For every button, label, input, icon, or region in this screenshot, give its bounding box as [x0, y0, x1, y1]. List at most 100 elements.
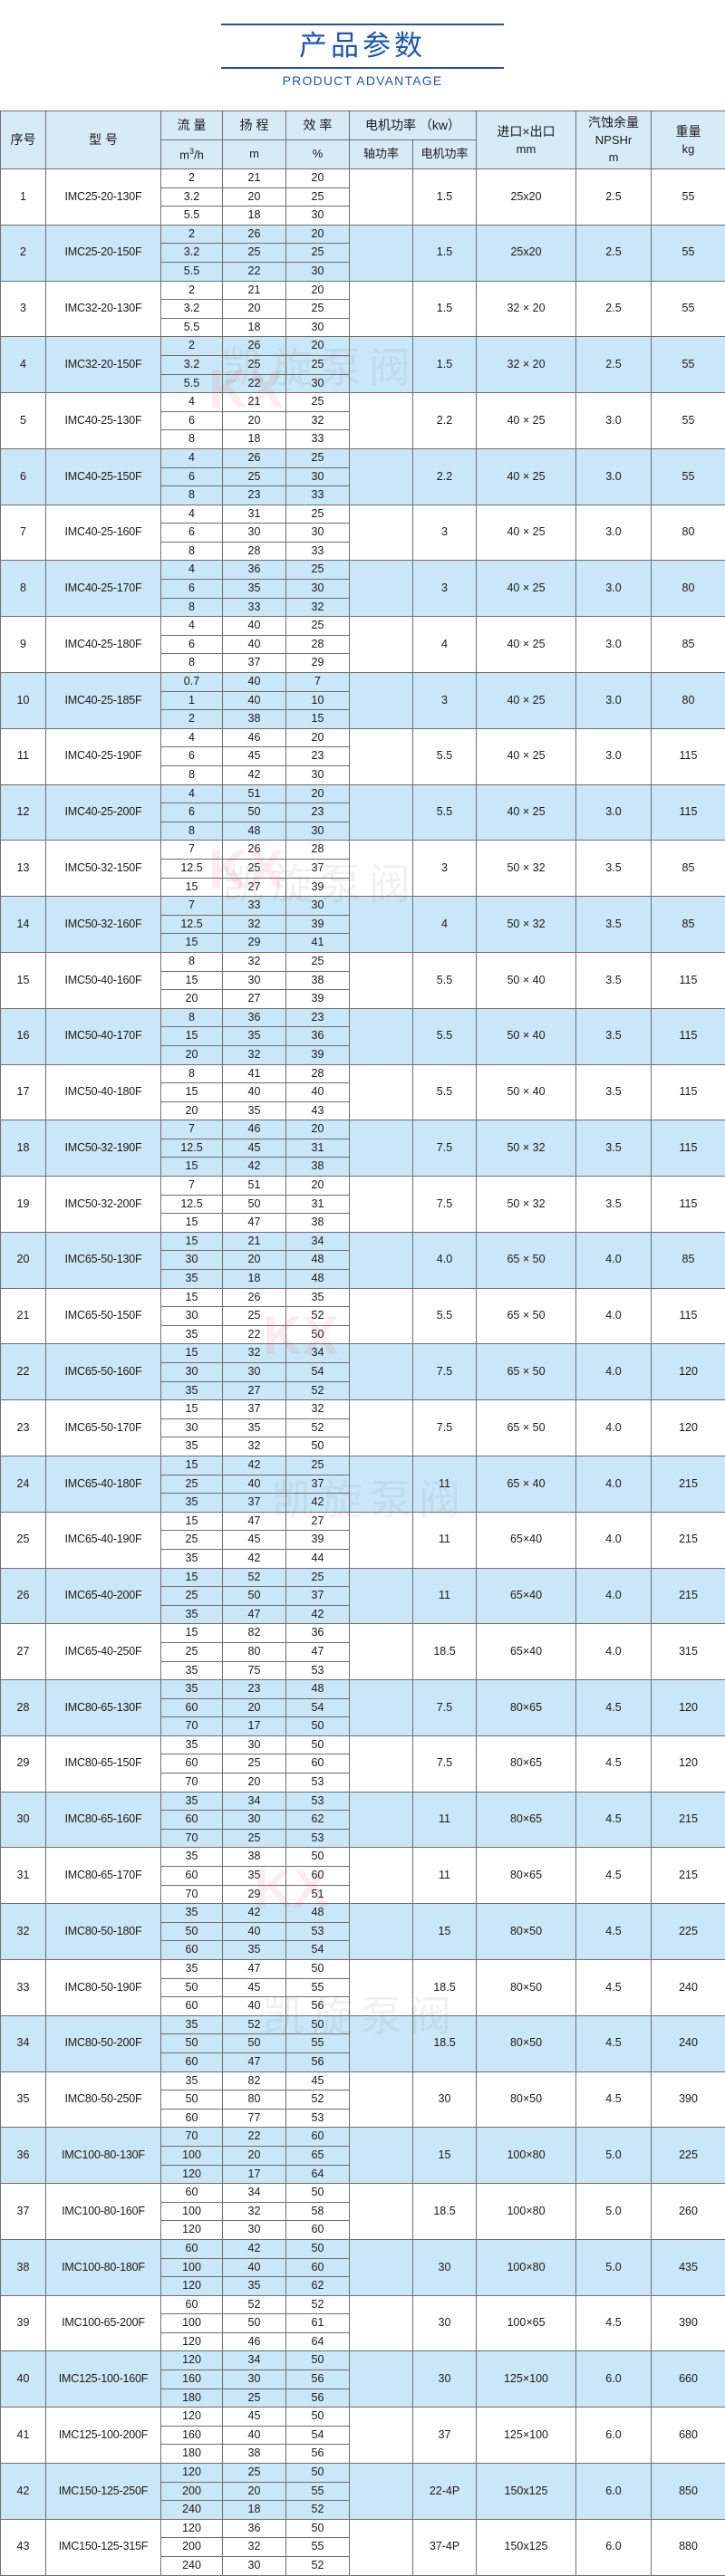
cell-eff: 50 [286, 2239, 350, 2258]
cell-eff: 30 [286, 822, 350, 841]
cell-flow: 25 [161, 1642, 223, 1661]
cell-head: 45 [223, 1978, 286, 1997]
cell-eff: 25 [286, 300, 350, 319]
cell-no: 24 [1, 1456, 46, 1512]
cell-port: 40 × 25 [477, 728, 576, 784]
cell-flow: 70 [161, 1829, 223, 1848]
cell-flow: 2 [161, 337, 223, 356]
cell-npsh: 4.0 [576, 1344, 652, 1400]
cell-head: 51 [223, 784, 286, 803]
cell-motor-power: 5.5 [413, 784, 477, 841]
cell-model: IMC40-25-180F [46, 617, 161, 673]
cell-head: 26 [223, 841, 286, 860]
cell-no: 20 [1, 1232, 46, 1288]
cell-npsh: 3.5 [576, 952, 652, 1008]
cell-port: 80×65 [477, 1848, 576, 1904]
cell-flow: 3.2 [161, 244, 223, 263]
cell-flow: 160 [161, 2370, 223, 2389]
cell-shaft-power [350, 1064, 413, 1120]
cell-no: 12 [1, 784, 46, 841]
cell-head: 23 [223, 1680, 286, 1699]
cell-port: 50 × 40 [477, 1064, 576, 1120]
cell-no: 30 [1, 1792, 46, 1848]
cell-head: 25 [223, 467, 286, 486]
cell-eff: 50 [286, 2519, 350, 2538]
cell-head: 32 [223, 2202, 286, 2221]
cell-model: IMC150-125-315F [46, 2519, 161, 2575]
cell-flow: 35 [161, 1735, 223, 1754]
cell-shaft-power [350, 2295, 413, 2351]
cell-weight: 80 [652, 505, 725, 561]
cell-eff: 54 [286, 2426, 350, 2445]
cell-model: IMC50-40-180F [46, 1064, 161, 1120]
cell-motor-power: 3 [413, 561, 477, 617]
cell-eff: 32 [286, 598, 350, 617]
cell-head: 32 [223, 1045, 286, 1064]
cell-flow: 120 [161, 2165, 223, 2184]
cell-eff: 30 [286, 897, 350, 916]
cell-flow: 7 [161, 1177, 223, 1196]
cell-motor-power: 4 [413, 617, 477, 673]
cell-port: 50 × 40 [477, 1008, 576, 1064]
cell-head: 18 [223, 318, 286, 337]
cell-motor-power: 30 [413, 2351, 477, 2408]
cell-no: 19 [1, 1177, 46, 1233]
col-header-weight-label: 重量 [676, 124, 701, 139]
cell-head: 52 [223, 1568, 286, 1587]
cell-motor-power: 2.2 [413, 393, 477, 449]
cell-flow: 60 [161, 1698, 223, 1717]
cell-head: 20 [223, 411, 286, 430]
cell-eff: 48 [286, 1680, 350, 1699]
cell-head: 37 [223, 654, 286, 673]
cell-port: 65 × 50 [477, 1400, 576, 1456]
cell-weight: 390 [652, 2295, 725, 2351]
cell-shaft-power [350, 2239, 413, 2295]
cell-eff: 52 [286, 1307, 350, 1326]
cell-flow: 60 [161, 1867, 223, 1886]
cell-port: 100×80 [477, 2239, 576, 2295]
cell-no: 17 [1, 1064, 46, 1120]
cell-shaft-power [350, 448, 413, 505]
cell-head: 25 [223, 355, 286, 374]
cell-head: 47 [223, 2052, 286, 2071]
cell-head: 17 [223, 1717, 286, 1736]
cell-head: 52 [223, 2295, 286, 2314]
cell-eff: 60 [286, 2221, 350, 2240]
cell-head: 47 [223, 1605, 286, 1624]
cell-flow: 50 [161, 1922, 223, 1941]
cell-head: 37 [223, 1400, 286, 1419]
cell-npsh: 6.0 [576, 2519, 652, 2575]
cell-no: 13 [1, 841, 46, 897]
cell-head: 32 [223, 1344, 286, 1363]
cell-port: 25x20 [477, 225, 576, 281]
cell-eff: 20 [286, 1177, 350, 1196]
cell-head: 27 [223, 878, 286, 897]
cell-flow: 35 [161, 1381, 223, 1400]
cell-flow: 15 [161, 1158, 223, 1177]
cell-flow: 70 [161, 1773, 223, 1793]
cell-flow: 2 [161, 710, 223, 729]
cell-port: 40 × 25 [477, 617, 576, 673]
cell-no: 8 [1, 561, 46, 617]
cell-model: IMC80-65-150F [46, 1735, 161, 1792]
cell-motor-power: 11 [413, 1456, 477, 1512]
cell-weight: 85 [652, 617, 725, 673]
cell-flow: 25 [161, 1531, 223, 1550]
cell-motor-power: 7.5 [413, 1735, 477, 1792]
cell-flow: 6 [161, 467, 223, 486]
cell-npsh: 4.0 [576, 1512, 652, 1568]
cell-head: 32 [223, 915, 286, 934]
cell-flow: 3.2 [161, 187, 223, 207]
cell-flow: 6 [161, 411, 223, 430]
cell-port: 65×40 [477, 1568, 576, 1624]
cell-port: 50 × 32 [477, 1177, 576, 1233]
cell-npsh: 4.5 [576, 2295, 652, 2351]
spec-table: 序号 型 号 流 量 扬 程 效 率 电机功率 （kw） 进口×出口 mm 汽蚀… [0, 111, 725, 2576]
cell-no: 2 [1, 225, 46, 281]
cell-eff: 60 [286, 2258, 350, 2277]
cell-head: 80 [223, 2091, 286, 2110]
cell-eff: 53 [286, 1792, 350, 1811]
